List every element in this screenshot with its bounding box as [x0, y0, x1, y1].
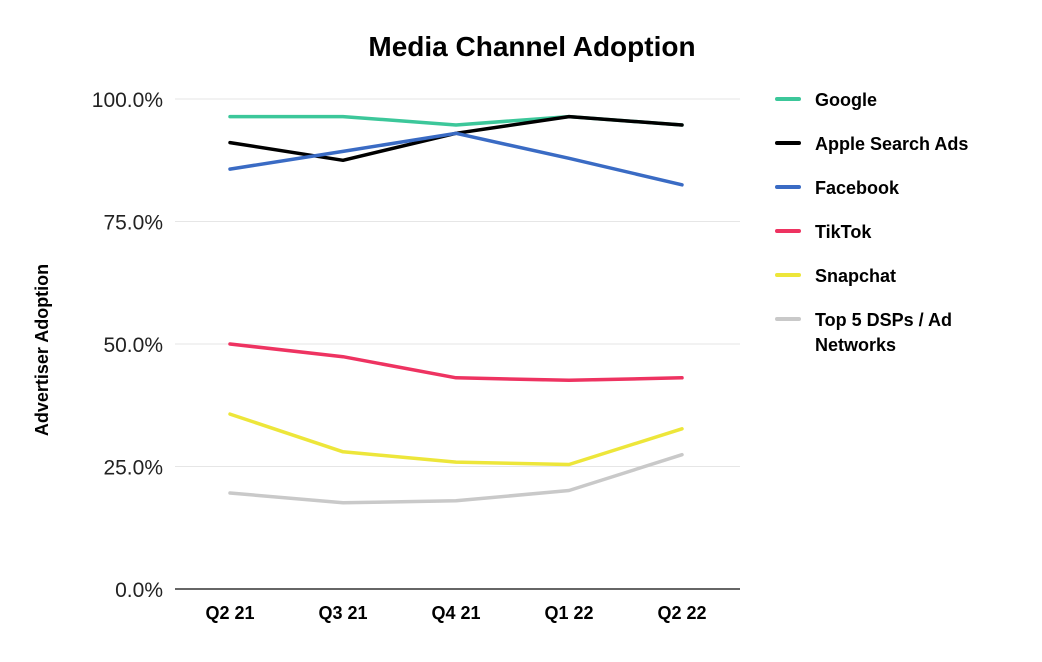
legend-label-top-5-dsps-ad-networks: Networks — [815, 335, 896, 355]
series-line-apple-search-ads — [228, 114, 684, 163]
y-tick-label: 50.0% — [103, 334, 163, 357]
legend: Google Apple Search Ads Facebook TikTok Snap… — [775, 90, 968, 355]
y-axis-ticks: 0.0% 25.0% 50.0% 75.0% 100.0% — [92, 89, 163, 602]
x-tick-label: Q2 22 — [657, 603, 706, 623]
legend-label-top-5-dsps-ad-networks: Top 5 DSPs / Ad — [815, 310, 952, 330]
y-tick-label: 75.0% — [103, 212, 163, 235]
series-line-facebook — [228, 131, 684, 187]
y-tick-label: 0.0% — [115, 579, 163, 602]
gridlines — [175, 98, 740, 590]
legend-label-snapchat: Snapchat — [815, 266, 896, 286]
legend-label-facebook: Facebook — [815, 178, 900, 198]
x-tick-label: Q3 21 — [318, 603, 367, 623]
series-line-top-5-dsps-ad-networks — [228, 452, 684, 505]
y-axis-label: Advertiser Adoption — [32, 264, 52, 436]
plot-area — [228, 114, 684, 505]
x-tick-label: Q2 21 — [205, 603, 254, 623]
y-tick-label: 100.0% — [92, 89, 163, 112]
x-tick-label: Q4 21 — [431, 603, 480, 623]
chart-title: Media Channel Adoption — [368, 31, 695, 62]
series-line-tiktok — [228, 342, 684, 383]
y-tick-label: 25.0% — [103, 457, 163, 480]
x-axis-ticks: Q2 21 Q3 21 Q4 21 Q1 22 Q2 22 — [205, 603, 706, 623]
legend-label-tiktok: TikTok — [815, 222, 872, 242]
legend-label-google: Google — [815, 90, 877, 110]
x-tick-label: Q1 22 — [544, 603, 593, 623]
series-line-snapchat — [228, 412, 684, 467]
legend-label-apple-search-ads: Apple Search Ads — [815, 134, 968, 154]
